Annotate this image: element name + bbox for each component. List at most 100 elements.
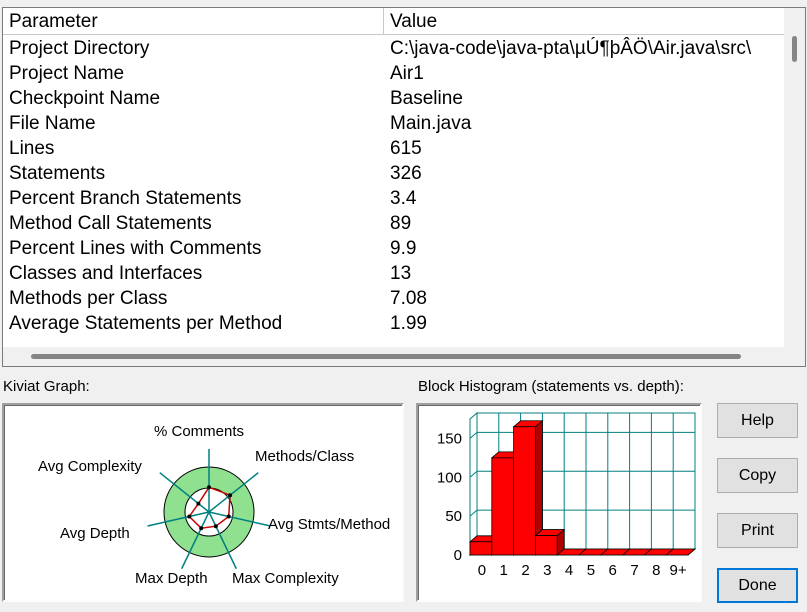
table-row[interactable]: Methods per Class 7.08 <box>3 286 784 311</box>
value-cell: 89 <box>390 213 412 234</box>
kiviat-axis-label: % Comments <box>154 423 244 440</box>
value-cell: 7.08 <box>390 288 427 309</box>
kiviat-graph-label: Kiviat Graph: <box>3 378 90 395</box>
histogram-bar <box>491 457 515 556</box>
histogram-side-wall <box>469 411 478 557</box>
value-cell: C:\java-code\java-pta\µÚ¶þÂÖ\Air.java\sr… <box>390 38 752 59</box>
histogram-gridline <box>469 470 478 478</box>
metrics-table: Parameter Value Project Directory C:\java… <box>2 7 806 367</box>
table-row[interactable]: Project Name Air1 <box>3 61 784 86</box>
value-cell: 13 <box>390 263 412 284</box>
kiviat-axis-label: Methods/Class <box>255 448 354 465</box>
help-button[interactable]: Help <box>717 403 798 438</box>
print-button[interactable]: Print <box>717 513 798 548</box>
parameter-cell: Project Name <box>9 63 125 84</box>
done-button[interactable]: Done <box>717 568 798 603</box>
value-cell: 326 <box>390 163 422 184</box>
kiviat-axis-label: Avg Complexity <box>38 458 142 475</box>
table-row[interactable]: Percent Branch Statements 3.4 <box>3 186 784 211</box>
kiviat-axis-label: Max Depth <box>135 570 208 587</box>
histogram-y-tick-label: 150 <box>437 430 462 447</box>
table-row[interactable]: Project Directory C:\java-code\java-pta\µ… <box>3 36 784 61</box>
value-cell: Main.java <box>390 113 472 134</box>
histogram-y-tick-label: 50 <box>445 508 462 525</box>
kiviat-axis-label: Avg Stmts/Method <box>268 516 390 533</box>
value-cell: 1.99 <box>390 313 427 334</box>
horizontal-scrollbar[interactable] <box>3 347 784 366</box>
kiviat-graph: % Comments Methods/Class Avg Stmts/Method M… <box>38 423 390 587</box>
kiviat-axis <box>208 472 259 513</box>
kiviat-axis-label: Max Complexity <box>232 570 339 587</box>
kiviat-axis-label: Avg Depth <box>60 525 130 542</box>
kiviat-point <box>228 493 233 498</box>
block-histogram-panel: 0 50 100 150 0 1 2 3 4 5 6 7 8 9+ <box>416 403 702 602</box>
block-histogram-label: Block Histogram (statements vs. depth): <box>418 378 684 395</box>
table-row[interactable]: Average Statements per Method 1.99 <box>3 311 784 336</box>
horizontal-scroll-thumb[interactable] <box>31 354 741 359</box>
parameter-cell: Average Statements per Method <box>9 313 283 334</box>
table-body: Project Directory C:\java-code\java-pta\µ… <box>3 36 784 340</box>
kiviat-axis <box>208 511 238 570</box>
histogram-x-tick-label: 1 <box>500 562 508 579</box>
kiviat-point <box>187 514 192 519</box>
table-row[interactable]: Classes and Interfaces 13 <box>3 261 784 286</box>
kiviat-point <box>207 485 211 490</box>
histogram-x-tick-label: 7 <box>630 562 638 579</box>
kiviat-axis <box>159 472 210 513</box>
histogram-x-tick-label: 6 <box>609 562 617 579</box>
kiviat-axis <box>180 511 210 570</box>
parameter-cell: Percent Lines with Comments <box>9 238 262 259</box>
kiviat-point <box>226 514 231 519</box>
column-header-value[interactable]: Value <box>390 11 438 32</box>
kiviat-point <box>213 524 218 529</box>
histogram-x-tick-label: 3 <box>543 562 551 579</box>
histogram-x-tick-label: 9+ <box>670 562 687 579</box>
parameter-cell: Classes and Interfaces <box>9 263 203 284</box>
histogram-bar-top <box>665 548 697 556</box>
parameter-cell: Statements <box>9 163 106 184</box>
histogram-bar <box>513 426 536 556</box>
kiviat-point <box>196 501 201 506</box>
histogram-y-tick-label: 100 <box>437 469 462 486</box>
kiviat-axis <box>208 511 271 527</box>
histogram-bar <box>535 535 558 556</box>
value-cell: 615 <box>390 138 422 159</box>
histogram-x-tick-label: 5 <box>587 562 595 579</box>
scrollbar-corner <box>784 347 805 366</box>
parameter-cell: File Name <box>9 113 96 134</box>
copy-button[interactable]: Copy <box>717 458 798 493</box>
table-row[interactable]: Percent Lines with Comments 9.9 <box>3 236 784 261</box>
table-row[interactable]: Statements 326 <box>3 161 784 186</box>
table-row[interactable]: Lines 615 <box>3 136 784 161</box>
parameter-cell: Percent Branch Statements <box>9 188 242 209</box>
parameter-cell: Method Call Statements <box>9 213 212 234</box>
table-row[interactable]: Checkpoint Name Baseline <box>3 86 784 111</box>
table-row[interactable]: File Name Main.java <box>3 111 784 136</box>
table-header: Parameter Value <box>3 8 784 35</box>
column-header-parameter[interactable]: Parameter <box>3 8 384 34</box>
value-cell: Air1 <box>390 63 424 84</box>
value-cell: Baseline <box>390 88 463 109</box>
histogram-gridline <box>469 432 478 439</box>
parameter-cell: Project Directory <box>9 38 150 59</box>
kiviat-point <box>199 526 204 531</box>
kiviat-graph-panel: % Comments Methods/Class Avg Stmts/Method M… <box>2 403 404 602</box>
histogram-y-tick-label: 0 <box>454 547 462 564</box>
table-row[interactable]: Method Call Statements 89 <box>3 211 784 236</box>
histogram-x-tick-label: 8 <box>652 562 660 579</box>
histogram-bar <box>469 541 493 556</box>
value-cell: 3.4 <box>390 188 417 209</box>
value-cell: 9.9 <box>390 238 417 259</box>
histogram-x-tick-label: 4 <box>565 562 573 579</box>
parameter-cell: Methods per Class <box>9 288 168 309</box>
parameter-cell: Checkpoint Name <box>9 88 161 109</box>
histogram-x-tick-label: 0 <box>478 562 486 579</box>
vertical-scroll-thumb[interactable] <box>792 36 797 62</box>
parameter-cell: Lines <box>9 138 55 159</box>
kiviat-axis <box>147 511 210 527</box>
histogram-x-tick-label: 2 <box>521 562 529 579</box>
kiviat-value-polygon <box>188 486 231 529</box>
vertical-scrollbar[interactable] <box>784 8 805 347</box>
histogram-gridline <box>469 509 478 517</box>
